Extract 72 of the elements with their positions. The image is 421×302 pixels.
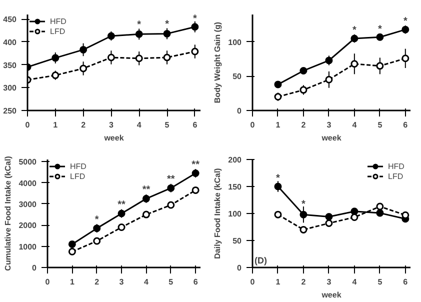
annotation: ** (118, 200, 126, 211)
y-tick-label: 1000 (18, 242, 38, 252)
x-tick-label: 1 (276, 278, 281, 286)
x-axis-title: week (103, 134, 124, 142)
annotation: * (276, 172, 280, 184)
x-tick-label: 4 (136, 120, 142, 130)
y-tick-label: 3000 (18, 200, 38, 209)
x-tick-label: 4 (352, 278, 358, 286)
x-axis-title: week (320, 134, 342, 142)
y-axis-title: Cumulative Food Intake (kCal) (4, 156, 13, 271)
y-axis-title: Body Weight Gain (g) (213, 22, 222, 104)
annotation: * (192, 14, 197, 25)
y-tick-label: 50 (232, 72, 242, 82)
y-tick-label: 200 (228, 156, 242, 164)
y-tick-label: 250 (3, 106, 18, 116)
x-tick-label: 0 (250, 120, 256, 130)
x-tick-label: 1 (70, 278, 75, 286)
annotation: * (137, 20, 142, 31)
legend-label: LFD (388, 171, 404, 181)
y-tick-label: 150 (228, 182, 242, 192)
legend-label: HFD (70, 161, 88, 171)
y-tick-label: 350 (3, 60, 18, 70)
legend-label: LFD (50, 26, 66, 36)
annotation: * (94, 214, 99, 226)
x-tick-label: 2 (301, 120, 306, 130)
y-tick-label: 100 (228, 210, 242, 218)
annotation: * (302, 198, 306, 210)
y-tick-label: 0 (237, 106, 242, 116)
y-tick-label: 400 (3, 38, 18, 47)
legend-label: HFD (50, 16, 68, 26)
annotation: * (165, 19, 170, 30)
y-tick-label: 50 (232, 236, 242, 246)
y-tick-label: 300 (3, 84, 18, 93)
x-tick-label: 6 (403, 278, 408, 286)
x-tick-label: 6 (403, 120, 408, 130)
x-tick-label: 4 (144, 278, 149, 286)
y-tick-label: 100 (228, 38, 242, 47)
x-tick-label: 6 (192, 120, 198, 130)
annotation: (D) (254, 256, 267, 266)
y-tick-label: 450 (3, 15, 18, 24)
x-tick-label: 3 (326, 120, 332, 130)
x-tick-label: 1 (53, 120, 58, 130)
x-tick-label: 5 (378, 278, 383, 286)
x-tick-label: 2 (301, 278, 306, 286)
annotation: * (378, 24, 382, 36)
x-axis-title: week (320, 290, 342, 300)
legend-label: LFD (70, 171, 86, 181)
x-tick-label: 3 (108, 120, 114, 130)
x-tick-label: 0 (250, 278, 256, 286)
legend-label: HFD (388, 161, 406, 171)
x-tick-label: 3 (326, 278, 332, 286)
x-tick-label: 5 (164, 120, 170, 130)
x-tick-label: 2 (81, 120, 86, 130)
y-tick-label: 2000 (18, 221, 38, 230)
x-tick-label: 0 (45, 278, 50, 286)
annotation: ** (142, 184, 150, 196)
y-tick-label: 0 (237, 264, 242, 272)
y-tick-label: 4000 (18, 178, 38, 188)
x-tick-label: 2 (94, 278, 100, 286)
x-tick-label: 1 (276, 120, 281, 130)
y-tick-label: 0 (32, 264, 38, 272)
x-tick-label: 3 (119, 278, 124, 286)
y-axis-title: Daily Food Intake (kCal) (213, 168, 222, 259)
annotation: ** (166, 174, 175, 186)
x-tick-label: 6 (193, 278, 198, 286)
x-tick-label: 5 (378, 120, 383, 130)
annotation: * (403, 16, 408, 27)
x-tick-label: 4 (352, 120, 358, 130)
annotation: ** (192, 159, 200, 170)
y-tick-label: 5000 (18, 158, 38, 167)
x-tick-label: 5 (168, 278, 174, 286)
annotation: * (352, 24, 356, 36)
